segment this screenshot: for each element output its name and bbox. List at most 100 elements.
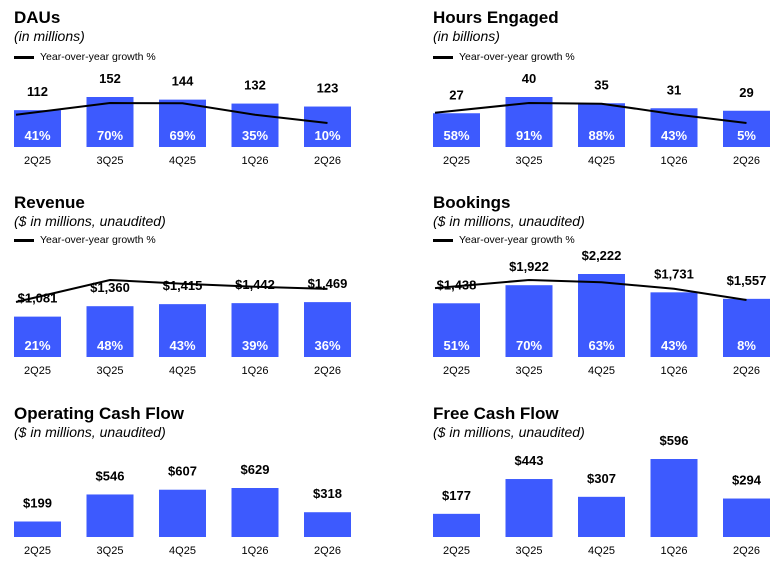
chart-title: Free Cash Flow (433, 404, 559, 423)
legend-label: Year-over-year growth % (459, 51, 575, 63)
category-label: 2Q25 (443, 155, 470, 167)
value-label: $294 (732, 473, 762, 488)
bar-4Q25 (578, 274, 625, 357)
bar-2Q25 (433, 513, 480, 537)
chart-legend: Year-over-year growth % (433, 234, 575, 246)
value-label: $1,438 (437, 277, 477, 292)
category-label: 3Q25 (97, 545, 124, 557)
growth-label: 48% (97, 338, 123, 353)
growth-label: 69% (169, 128, 195, 143)
bar-2Q25 (14, 110, 61, 147)
category-label: 2Q26 (733, 155, 760, 167)
category-label: 1Q26 (242, 365, 269, 377)
value-label: 31 (667, 82, 681, 97)
legend-line-swatch (14, 55, 34, 59)
growth-label: 43% (661, 338, 687, 353)
value-label: 29 (739, 85, 753, 100)
bar-3Q25 (505, 479, 553, 537)
chart-legend: Year-over-year growth % (433, 51, 575, 63)
chart-legend: Year-over-year growth % (14, 234, 156, 246)
category-label: 2Q25 (24, 545, 51, 557)
bar-4Q25 (159, 99, 206, 147)
category-label: 2Q26 (314, 545, 341, 557)
chart-title: Hours Engaged (433, 8, 559, 27)
chart-title: Bookings (433, 193, 511, 212)
chart-legend: Year-over-year growth % (14, 51, 156, 63)
value-label: $1,922 (509, 259, 549, 274)
value-label: 40 (522, 71, 536, 86)
category-label: 3Q25 (97, 155, 124, 167)
chart-subtitle: ($ in millions, unaudited) (433, 213, 585, 229)
growth-label: 21% (24, 338, 50, 353)
category-label: 3Q25 (516, 365, 543, 377)
value-label: 27 (449, 87, 463, 102)
growth-label: 36% (314, 338, 340, 353)
category-label: 3Q25 (516, 155, 543, 167)
growth-label: 70% (97, 128, 123, 143)
value-label: $596 (660, 433, 689, 448)
bar-4Q25 (159, 304, 206, 357)
value-label: 35 (594, 77, 608, 92)
bar-1Q26 (650, 459, 698, 537)
category-label: 1Q26 (661, 365, 688, 377)
category-label: 1Q26 (661, 545, 688, 557)
chart-title: Revenue (14, 193, 85, 212)
legend-line-swatch (14, 238, 34, 242)
growth-line (434, 278, 747, 301)
panel-daus: DAUs (in millions) Year-over-year growth… (14, 8, 364, 178)
legend-label: Year-over-year growth % (40, 51, 156, 63)
bar-3Q25 (86, 306, 134, 357)
value-label: $629 (241, 462, 270, 477)
panel-bookings: Bookings ($ in millions, unaudited) Year… (433, 193, 780, 378)
bar-2Q26 (304, 302, 351, 357)
bar-3Q25 (86, 494, 134, 537)
growth-label: 43% (661, 128, 687, 143)
chart-subtitle: (in millions) (14, 28, 85, 44)
revenue-chart: $1,0812Q2521%$1,3603Q2548%$1,4154Q2543%$… (14, 276, 351, 377)
hours-engaged-chart: 27 2Q25 58% 40 3Q25 91% 35 4Q25 88% 31 1Q26 43% 29 2Q… (433, 71, 770, 167)
bar-2Q26 (304, 512, 351, 537)
growth-label: 10% (314, 128, 340, 143)
chart-title: Operating Cash Flow (14, 404, 185, 423)
value-label: $2,222 (582, 248, 622, 263)
chart-subtitle: ($ in millions, unaudited) (14, 213, 166, 229)
growth-label: 51% (443, 338, 469, 353)
value-label: $199 (23, 495, 52, 510)
bar-1Q26 (231, 303, 279, 357)
growth-label: 35% (242, 128, 268, 143)
value-label: $177 (442, 488, 471, 503)
bar-2Q25 (14, 316, 61, 357)
bookings-chart: $1,438 2Q25 51% $1,922 3Q25 70% $2,222 4Q25 63% $… (433, 248, 770, 377)
growth-label: 88% (588, 128, 614, 143)
bar-1Q26 (231, 488, 279, 537)
bar-2Q25 (433, 113, 480, 147)
growth-label: 63% (588, 338, 614, 353)
chart-subtitle: (in billions) (433, 28, 500, 44)
value-label: 152 (99, 71, 121, 86)
panel-operating-cash-flow: Operating Cash Flow ($ in millions, unau… (14, 404, 364, 564)
value-label: $307 (587, 471, 616, 486)
bar-2Q26 (304, 106, 351, 147)
value-label: 144 (172, 74, 194, 89)
chart-subtitle: ($ in millions, unaudited) (14, 424, 166, 440)
category-label: 1Q26 (242, 545, 269, 557)
growth-label: 39% (242, 338, 268, 353)
growth-line (15, 278, 328, 303)
legend-label: Year-over-year growth % (40, 234, 156, 246)
value-label: $443 (515, 453, 544, 468)
category-label: 4Q25 (588, 155, 615, 167)
category-label: 2Q26 (314, 365, 341, 377)
category-label: 2Q25 (443, 365, 470, 377)
legend-line-swatch (433, 55, 453, 59)
value-label: 132 (244, 78, 266, 93)
value-label: 123 (317, 81, 339, 96)
category-label: 4Q25 (588, 545, 615, 557)
value-label: $318 (313, 486, 342, 501)
bar-4Q25 (578, 103, 625, 147)
value-label: $1,731 (654, 266, 694, 281)
bar-1Q26 (650, 292, 698, 357)
category-label: 3Q25 (97, 365, 124, 377)
value-label: $1,360 (90, 280, 130, 295)
value-label: 112 (27, 84, 48, 99)
category-label: 2Q26 (733, 365, 760, 377)
